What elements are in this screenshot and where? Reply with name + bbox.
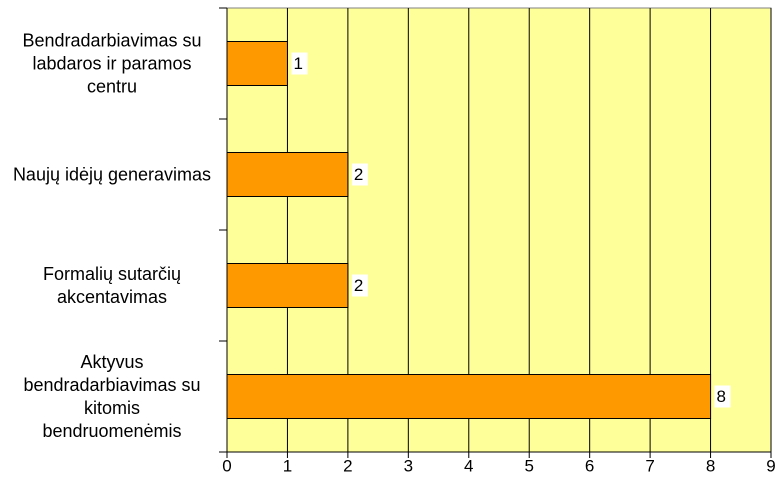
x-tick-label: 6: [585, 456, 594, 475]
value-label-bg: [714, 385, 731, 408]
value-label-bg: [291, 52, 308, 75]
y-tick-label: Formalių sutarčių akcentavimas: [42, 263, 182, 307]
value-label: 2: [354, 276, 363, 295]
value-label: 1: [293, 54, 302, 73]
bar: [226, 152, 349, 197]
y-tick-label: Aktyvus bendradarbiavimas su kitomis ben…: [23, 351, 201, 441]
y-tick-label: Naujų idėjų generavimas: [12, 164, 212, 184]
bar: [226, 263, 349, 308]
x-tick-label: 2: [343, 456, 352, 475]
x-tick-label: 3: [404, 456, 413, 475]
x-tick-label: 9: [766, 456, 775, 475]
value-label: 8: [717, 387, 726, 406]
y-tick-label: Bendradarbiavimas su labdaros ir paramos…: [22, 30, 202, 96]
bar: [226, 41, 288, 86]
value-label: 2: [354, 165, 363, 184]
x-tick-label: 4: [464, 456, 473, 475]
x-tick-label: 1: [283, 456, 292, 475]
x-tick-label: 5: [524, 456, 533, 475]
bar: [226, 374, 712, 419]
x-tick-label: 0: [222, 456, 231, 475]
value-label-bg: [351, 274, 368, 297]
x-tick-label: 7: [645, 456, 654, 475]
x-tick-label: 8: [706, 456, 715, 475]
value-label-bg: [351, 163, 368, 186]
